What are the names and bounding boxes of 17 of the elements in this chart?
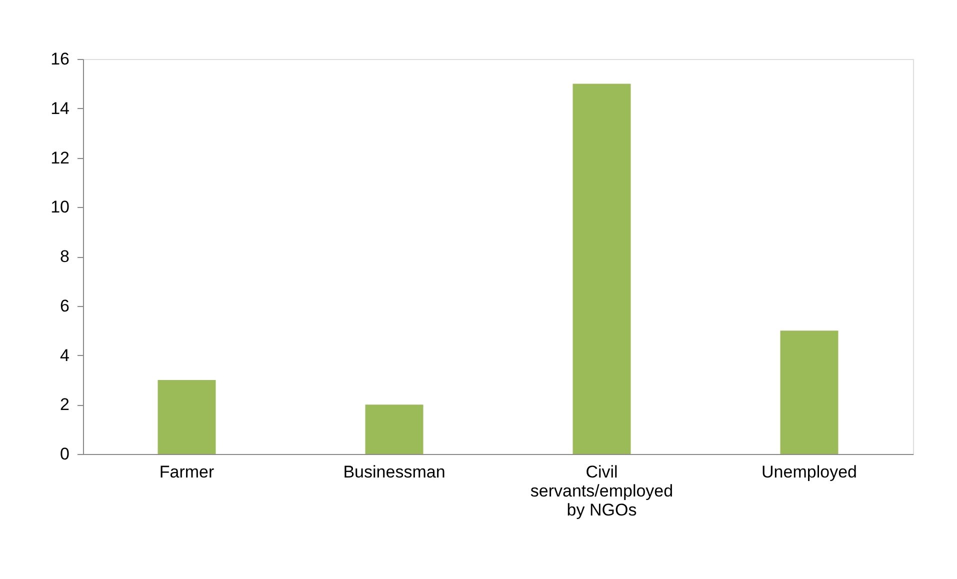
y-tick-label: 2 bbox=[60, 395, 70, 414]
y-tick-label: 8 bbox=[60, 247, 70, 266]
x-tick-label: Civil servants/employed by NGOs bbox=[530, 462, 674, 520]
bar bbox=[780, 330, 838, 454]
x-tick-label: Businessman bbox=[343, 462, 446, 482]
y-tick-label: 14 bbox=[50, 98, 70, 118]
y-tick-label: 4 bbox=[60, 346, 70, 365]
bar bbox=[365, 404, 424, 454]
y-tick-label: 12 bbox=[50, 148, 70, 168]
bar bbox=[158, 380, 216, 454]
y-tick-label: 16 bbox=[50, 50, 70, 68]
x-tick-label: Unemployed bbox=[762, 462, 857, 482]
bar bbox=[572, 84, 631, 454]
y-tick-label: 0 bbox=[60, 444, 70, 464]
x-tick-label: Farmer bbox=[159, 462, 214, 482]
y-tick-label: 6 bbox=[60, 296, 70, 316]
y-tick-label: 10 bbox=[50, 198, 70, 217]
